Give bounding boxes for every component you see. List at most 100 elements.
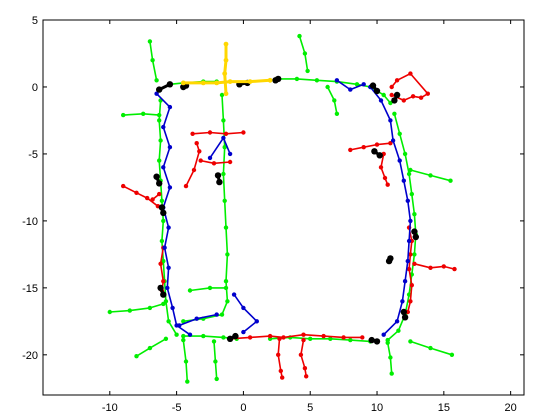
blue-point — [378, 98, 384, 103]
green-point — [147, 345, 153, 351]
red-point — [281, 335, 286, 340]
red-point — [341, 335, 346, 340]
green-point — [147, 39, 153, 44]
green-point — [412, 212, 417, 217]
green-point — [207, 285, 213, 291]
green-point — [201, 333, 206, 339]
red-point — [197, 149, 202, 154]
yellow-point — [227, 79, 233, 84]
green-point — [219, 92, 225, 98]
red-point — [408, 71, 413, 76]
blue-point — [254, 319, 259, 324]
blue-path — [233, 294, 258, 333]
green-point — [150, 58, 155, 63]
blue-point — [390, 138, 396, 143]
blue-point — [397, 158, 402, 163]
red-point — [389, 84, 394, 90]
blue-point — [241, 305, 246, 311]
axes-frame — [42, 19, 525, 396]
green-point — [166, 319, 171, 324]
x-tick-label: -10 — [102, 402, 118, 414]
green-point — [185, 379, 190, 384]
green-point — [183, 359, 189, 364]
red-point — [441, 264, 446, 269]
red-point — [425, 91, 430, 96]
yellow-point — [267, 77, 273, 83]
yellow-point — [223, 57, 229, 63]
green-point — [174, 332, 179, 337]
red-point — [409, 283, 414, 288]
green-point — [408, 167, 413, 173]
x-tick-label: 0 — [240, 402, 246, 414]
black-point — [368, 336, 375, 344]
blue-point — [167, 185, 173, 190]
green-point — [163, 336, 169, 341]
red-point — [385, 182, 390, 187]
red-point — [121, 183, 126, 189]
red-point — [412, 261, 417, 266]
yellow-point — [223, 91, 229, 97]
red-point — [157, 191, 162, 197]
red-point — [428, 265, 433, 270]
black-point — [391, 97, 398, 104]
red-point — [267, 333, 273, 339]
green-point — [222, 145, 227, 150]
red-path — [122, 185, 159, 207]
y-tick-label: -10 — [22, 216, 38, 228]
green-point — [225, 252, 230, 257]
yellow-point — [223, 41, 229, 47]
green-point — [305, 68, 310, 74]
blue-point — [177, 323, 182, 328]
green-point — [221, 171, 226, 177]
blue-point — [166, 265, 171, 270]
green-series — [107, 33, 455, 384]
blue-point — [405, 258, 410, 264]
green-point — [328, 336, 333, 341]
blue-series — [154, 78, 413, 337]
red-point — [280, 375, 285, 380]
red-point — [227, 159, 233, 165]
blue-point — [400, 299, 405, 304]
green-point — [334, 111, 340, 117]
green-point — [314, 78, 320, 83]
blue-path — [156, 93, 191, 336]
black-point — [166, 81, 174, 88]
black-point — [153, 173, 160, 180]
blue-point — [214, 312, 219, 317]
green-point — [157, 158, 162, 163]
black-point — [411, 228, 418, 235]
red-path — [414, 263, 455, 270]
green-point — [223, 279, 229, 284]
blue-point — [165, 285, 170, 291]
black-point — [156, 86, 163, 93]
black-point — [412, 233, 419, 241]
green-point — [157, 112, 162, 118]
red-path — [192, 131, 244, 135]
green-point — [412, 252, 417, 257]
blue-point — [405, 198, 410, 203]
green-point — [219, 312, 225, 317]
green-point — [159, 198, 165, 203]
red-path — [277, 338, 283, 378]
green-point — [448, 178, 453, 183]
black-point — [369, 82, 377, 89]
red-point — [277, 336, 282, 341]
green-point — [134, 354, 139, 359]
black-point — [400, 308, 407, 316]
red-path — [380, 153, 389, 185]
green-point — [181, 319, 186, 324]
y-tick-label: -20 — [22, 350, 38, 362]
green-point — [302, 51, 308, 56]
blue-path — [369, 86, 412, 336]
green-point — [348, 337, 353, 343]
black-point — [157, 284, 164, 292]
blue-point — [406, 238, 412, 244]
black-point — [373, 87, 381, 95]
green-point — [397, 131, 402, 136]
green-point — [406, 171, 412, 177]
red-point — [198, 158, 203, 163]
red-point — [382, 175, 388, 181]
green-path — [276, 78, 392, 104]
red-point — [191, 167, 197, 173]
red-point — [207, 130, 213, 135]
